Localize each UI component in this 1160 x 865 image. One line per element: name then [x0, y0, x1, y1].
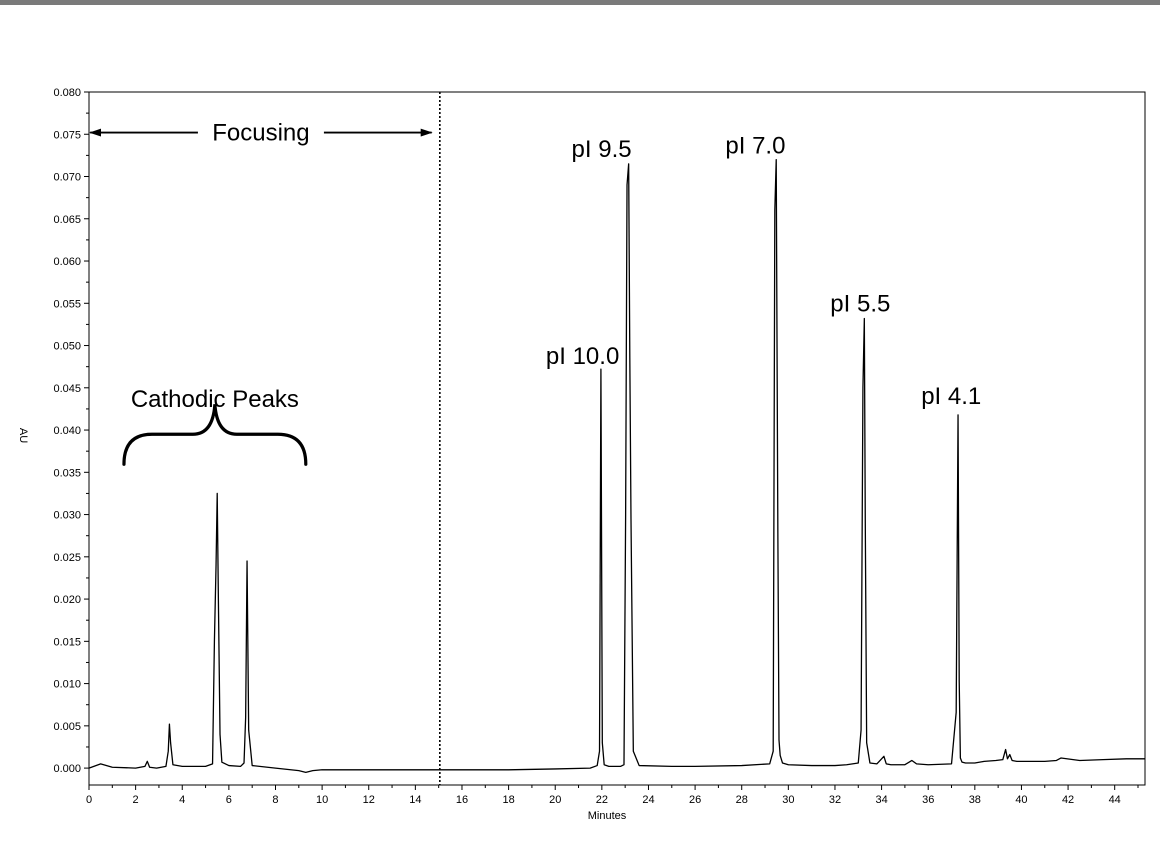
x-tick-label: 40 [1015, 794, 1027, 806]
x-tick-label: 20 [549, 794, 561, 806]
y-tick-label: 0.065 [53, 214, 81, 226]
y-tick-label: 0.050 [53, 341, 81, 353]
y-tick-label: 0.070 [53, 172, 81, 184]
x-tick-label: 30 [782, 794, 794, 806]
top-border-line [0, 0, 1160, 5]
y-axis-ticks: 0.000 0.005 0.010 0.015 0.020 0.025 0.030 0.035… [53, 87, 89, 775]
y-axis-title: AU [17, 428, 29, 443]
x-tick-label: 32 [829, 794, 841, 806]
x-axis-title: Minutes [588, 810, 627, 822]
x-tick-label: 14 [409, 794, 421, 806]
x-tick-label: 22 [596, 794, 608, 806]
series-trace [88, 158, 1145, 773]
x-tick-label: 42 [1062, 794, 1074, 806]
x-tick-label: 18 [502, 794, 514, 806]
y-tick-label: 0.075 [53, 129, 81, 141]
y-tick-label: 0.030 [53, 510, 81, 522]
x-tick-label: 8 [272, 794, 278, 806]
x-tick-label: 36 [922, 794, 934, 806]
pi-4-1-label: pI 4.1 [921, 383, 981, 410]
y-tick-label: 0.035 [53, 467, 81, 479]
plot-frame [88, 91, 1146, 786]
y-tick-label: 0.015 [53, 636, 81, 648]
x-tick-label: 38 [969, 794, 981, 806]
pi-5-5-label: pI 5.5 [830, 291, 890, 318]
cathodic-peaks-brace [122, 404, 308, 466]
y-tick-label: 0.005 [53, 721, 81, 733]
y-tick-label: 0.000 [53, 763, 81, 775]
x-axis-ticks: 0 2 4 6 8 10 12 14 16 18 20 22 24 26 28 30 32 34 36 38 40 42 4… [86, 785, 1139, 806]
y-tick-label: 0.045 [53, 383, 81, 395]
y-tick-label: 0.040 [53, 425, 81, 437]
x-tick-label: 2 [133, 794, 139, 806]
x-tick-label: 0 [86, 794, 92, 806]
pi-9-5-label: pI 9.5 [572, 136, 632, 163]
y-tick-label: 0.020 [53, 594, 81, 606]
x-tick-label: 10 [316, 794, 328, 806]
y-tick-label: 0.025 [53, 552, 81, 564]
pi-10-0-label: pI 10.0 [546, 343, 619, 370]
y-tick-label: 0.080 [53, 87, 81, 99]
focusing-label: Focusing [212, 120, 309, 147]
y-tick-label: 0.010 [53, 679, 81, 691]
x-tick-label: 28 [736, 794, 748, 806]
y-tick-label: 0.060 [53, 256, 81, 268]
x-tick-label: 26 [689, 794, 701, 806]
x-tick-label: 34 [875, 794, 887, 806]
x-tick-label: 44 [1109, 794, 1121, 806]
pi-7-0-label: pI 7.0 [725, 133, 785, 160]
x-tick-label: 4 [179, 794, 185, 806]
x-tick-label: 12 [363, 794, 375, 806]
x-tick-label: 24 [642, 794, 654, 806]
x-tick-label: 6 [226, 794, 232, 806]
y-tick-label: 0.055 [53, 298, 81, 310]
x-tick-label: 16 [456, 794, 468, 806]
